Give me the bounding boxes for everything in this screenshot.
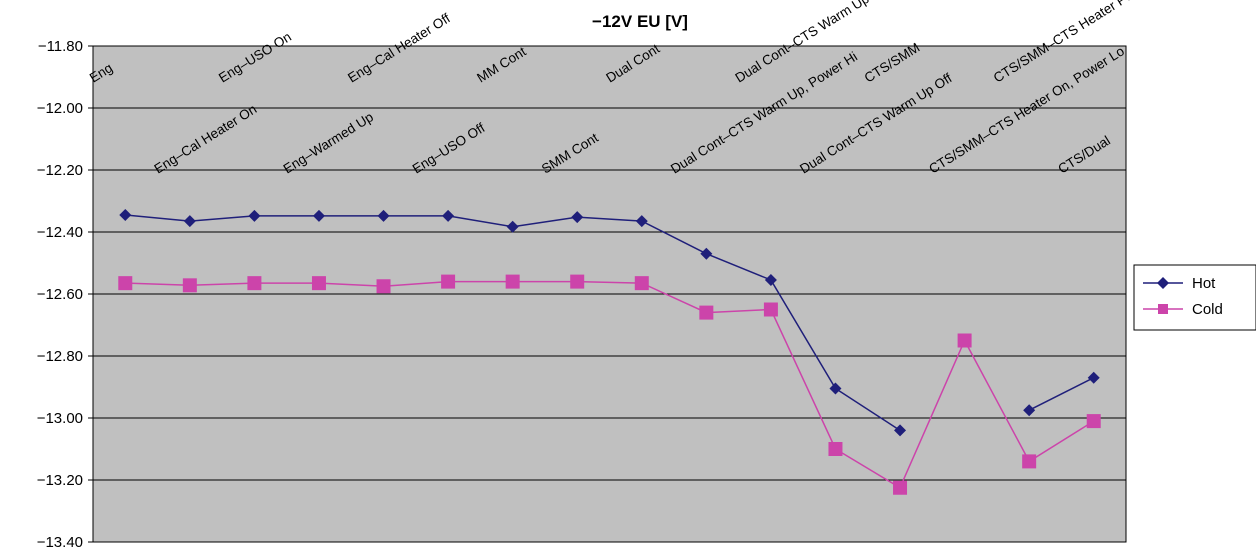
data-point-cold: [828, 442, 843, 456]
y-tick-label: −13.00: [37, 410, 83, 427]
data-point-cold: [1022, 454, 1037, 469]
data-point-cold: [570, 274, 585, 289]
data-point-cold: [441, 274, 456, 289]
data-point-cold: [311, 276, 326, 291]
data-point-hot: [183, 215, 196, 228]
series-line-hot: [1028, 377, 1095, 411]
data-point-hot: [829, 382, 842, 395]
data-point-cold: [699, 305, 714, 320]
gridlines: [93, 107, 1126, 481]
data-point-hot: [764, 274, 777, 287]
data-point-cold: [118, 276, 133, 291]
data-point-hot: [1087, 371, 1100, 384]
data-point-cold: [1086, 414, 1101, 429]
y-tick-label: −11.80: [38, 38, 83, 55]
y-tick-label: −12.80: [37, 348, 83, 365]
data-point-hot: [635, 215, 648, 228]
y-axis: −11.80 −12.00 −12.20 −12.40 −12.60 −12.80 −13.…: [37, 38, 93, 551]
data-point-cold: [893, 480, 908, 495]
data-point-cold: [957, 333, 972, 348]
data-point-hot: [312, 209, 325, 222]
y-tick-label: −12.60: [37, 286, 83, 303]
series-line-cold: [125, 280, 1095, 489]
data-point-cold: [763, 302, 778, 317]
legend-cold-label: Cold: [1192, 301, 1223, 318]
series-group: [118, 208, 1101, 495]
data-point-cold: [376, 279, 391, 294]
y-tick-label: −12.20: [37, 162, 83, 179]
data-point-hot: [571, 211, 584, 224]
legend-hot-label: Hot: [1192, 275, 1216, 292]
legend: Hot Cold: [1133, 264, 1256, 331]
legend-cold-marker: [1158, 304, 1168, 314]
data-point-hot: [506, 220, 519, 233]
data-point-hot: [1023, 404, 1036, 417]
y-tick-label: −13.40: [37, 534, 83, 551]
y-tick-label: −12.40: [37, 224, 83, 241]
data-point-hot: [248, 209, 261, 222]
chart-title: −12V EU [V]: [592, 12, 688, 31]
data-point-cold: [247, 276, 262, 291]
y-tick-label: −12.00: [37, 100, 83, 117]
data-point-hot: [894, 424, 907, 437]
data-point-cold: [182, 278, 197, 293]
data-point-hot: [119, 208, 132, 221]
data-point-hot: [700, 247, 713, 260]
legend-box: [1133, 264, 1256, 331]
data-point-cold: [634, 276, 649, 291]
data-point-hot: [442, 209, 455, 222]
legend-hot-marker: [1157, 277, 1169, 289]
data-point-cold: [505, 274, 520, 289]
y-tick-label: −13.20: [37, 472, 83, 489]
data-point-hot: [377, 209, 390, 222]
